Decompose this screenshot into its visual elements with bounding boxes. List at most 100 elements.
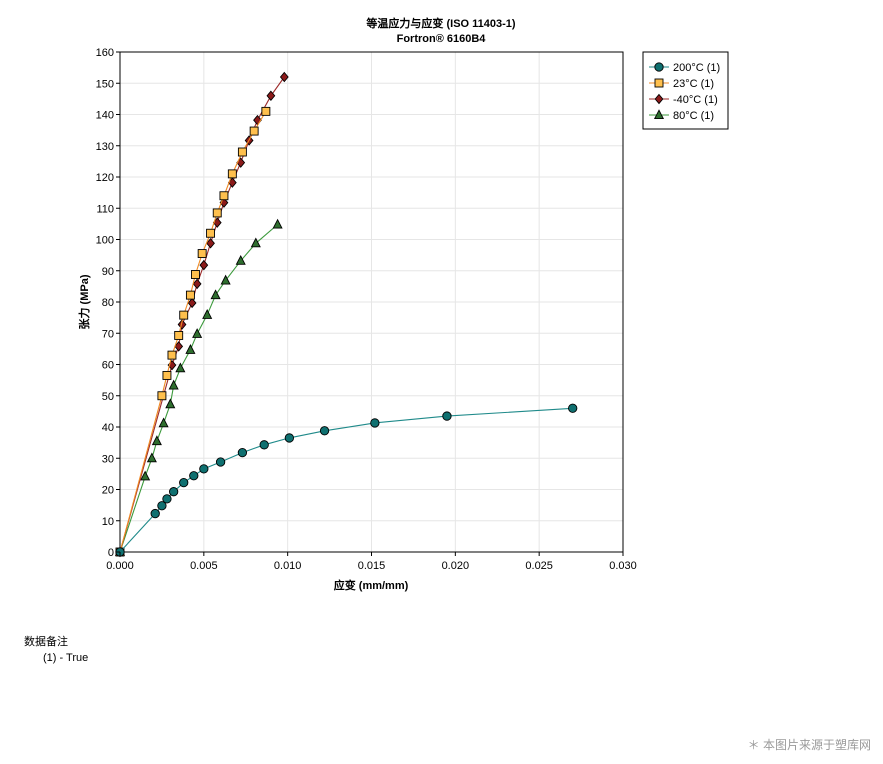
data-point: [215, 457, 226, 467]
data-point: [199, 464, 209, 474]
legend-marker: [654, 62, 664, 72]
notes-title: 数据备注: [24, 636, 68, 648]
data-point: [237, 147, 247, 157]
data-point: [189, 471, 199, 481]
axis-ticks: 0.000 0.005 0.010 0.015 0.020 0.025 0.030 0 10 20…: [96, 47, 637, 572]
legend-label: 200°C (1): [673, 62, 720, 74]
legend-label: -40°C (1): [673, 94, 718, 106]
data-point: [272, 218, 283, 229]
y-tick-label: 10: [102, 516, 114, 528]
data-notes: 数据备注 (1) - True: [24, 634, 88, 666]
data-point: [150, 508, 160, 519]
data-point: [261, 106, 271, 116]
x-tick-label: 0.000: [106, 560, 134, 572]
legend-marker: [654, 93, 664, 105]
data-point: [162, 370, 172, 380]
data-point: [319, 426, 330, 436]
x-tick-label: 0.020: [442, 560, 470, 572]
data-point: [165, 398, 176, 409]
data-point: [442, 411, 452, 421]
y-tick-label: 40: [102, 422, 114, 434]
series-line: [119, 111, 267, 553]
y-tick-label: 110: [96, 203, 114, 215]
y-tick-label: 0: [108, 547, 114, 559]
y-tick-label: 50: [102, 391, 114, 403]
data-point: [187, 297, 197, 309]
y-tick-label: 60: [102, 360, 114, 372]
data-point: [235, 254, 246, 265]
data-point: [202, 309, 213, 319]
data-point: [279, 71, 289, 83]
series-line: [119, 224, 278, 553]
x-tick-label: 0.015: [358, 560, 386, 572]
data-point: [250, 237, 261, 248]
legend-marker: [654, 78, 664, 88]
x-tick-label: 0.030: [609, 560, 637, 572]
data-point: [168, 379, 179, 390]
series-line: [119, 76, 285, 553]
data-point: [157, 391, 167, 401]
series-1: [115, 106, 271, 557]
data-point: [219, 191, 229, 201]
data-point: [185, 344, 196, 354]
legend-item: 80°C (1): [649, 109, 714, 122]
legend-label: 80°C (1): [673, 110, 714, 122]
data-point: [266, 90, 276, 101]
chart-title: 等温应力与应变 (ISO 11403-1): [365, 16, 515, 30]
data-point: [259, 440, 269, 450]
legend-item: 23°C (1): [649, 78, 714, 90]
legend: 200°C (1) 23°C (1) -40°C (1) 80°C (1): [642, 51, 729, 130]
data-point: [249, 126, 259, 136]
data-point: [177, 319, 187, 330]
x-tick-label: 0.005: [190, 560, 218, 572]
notes-entry: (1) - True: [43, 652, 89, 664]
legend-label: 23°C (1): [673, 78, 714, 90]
data-point: [151, 435, 162, 446]
data-point: [146, 452, 157, 463]
data-point: [179, 477, 189, 488]
data-point: [190, 270, 200, 279]
grid: [120, 52, 623, 552]
y-tick-label: 140: [96, 110, 114, 122]
x-tick-label: 0.025: [525, 560, 553, 572]
legend-marker: [653, 109, 665, 120]
data-point: [199, 259, 209, 271]
y-tick-label: 30: [102, 453, 114, 465]
series-layer: [114, 71, 578, 558]
chart-subtitle: Fortron® 6160B4: [397, 33, 487, 45]
data-point: [175, 362, 186, 373]
series-line: [119, 407, 573, 553]
data-point: [370, 418, 380, 428]
data-point: [140, 470, 151, 481]
x-tick-label: 0.010: [274, 560, 302, 572]
data-point: [206, 228, 215, 238]
stress-strain-chart: 0.000 0.005 0.010 0.015 0.020 0.025 0.030 0 10 20…: [77, 16, 729, 592]
data-point: [192, 278, 202, 290]
data-point: [220, 274, 231, 285]
data-point: [162, 494, 172, 504]
y-tick-label: 20: [102, 485, 114, 497]
data-point: [210, 289, 221, 300]
data-point: [212, 208, 222, 218]
series-2: [115, 71, 289, 558]
y-axis-label: 张力 (MPa): [77, 274, 91, 329]
data-point: [185, 290, 195, 300]
y-tick-label: 100: [96, 235, 114, 247]
data-point: [158, 417, 169, 428]
data-point: [206, 238, 215, 249]
watermark: ＊ 本图片来源于塑库网: [747, 738, 871, 752]
data-point: [192, 328, 203, 338]
data-point: [157, 501, 167, 511]
data-point: [284, 433, 294, 443]
data-point: [174, 341, 184, 352]
data-point: [179, 310, 189, 320]
y-tick-label: 150: [96, 78, 114, 90]
data-point: [568, 403, 578, 413]
legend-item: 200°C (1): [649, 62, 720, 74]
y-tick-label: 120: [96, 172, 114, 184]
y-tick-label: 80: [102, 297, 114, 309]
x-axis-label: 应变 (mm/mm): [334, 578, 409, 592]
data-point: [169, 487, 179, 497]
y-tick-label: 160: [96, 47, 114, 59]
data-point: [174, 330, 184, 340]
